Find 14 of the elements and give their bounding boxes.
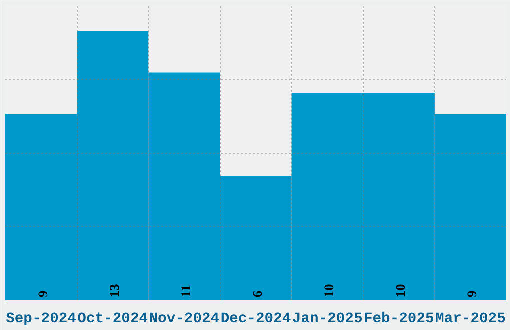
data-label: 13 (106, 284, 122, 298)
data-label: 6 (250, 290, 265, 298)
data-label: 10 (393, 284, 408, 298)
x-tick-label: Jan-2025 (292, 312, 363, 328)
x-tick-label: Feb-2025 (364, 312, 435, 328)
data-label: 9 (35, 290, 50, 298)
data-label: 10 (322, 284, 337, 298)
data-label: 11 (178, 284, 194, 298)
x-tick-label: Dec-2024 (220, 312, 292, 328)
data-label: 9 (464, 290, 480, 298)
x-tick-label: Sep-2024 (6, 312, 77, 328)
x-tick-label: Nov-2024 (149, 312, 220, 328)
x-tick-label: Oct-2024 (78, 312, 148, 328)
x-tick-label: Mar-2025 (436, 312, 506, 328)
